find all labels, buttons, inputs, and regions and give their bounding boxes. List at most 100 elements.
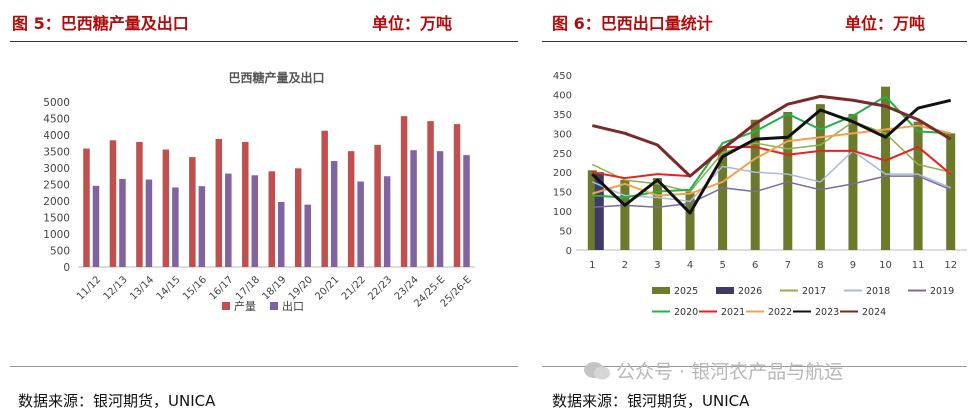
right-unit-label: 单位：万吨: [845, 14, 926, 33]
legend-swatch-2026: [716, 287, 734, 294]
x-tick-label: 2: [622, 260, 628, 271]
y-tick-label: 4500: [43, 114, 70, 126]
x-tick-label: 5: [719, 260, 725, 271]
y-tick-label: 50: [559, 227, 572, 238]
bar-出口-24/25-E: [436, 151, 444, 267]
bar-2025-m8: [815, 104, 825, 250]
legend-label: 出口: [282, 299, 304, 313]
x-tick-label: 6: [752, 260, 758, 271]
bar-出口-22/23: [383, 176, 391, 267]
bar-2025-m9: [848, 113, 858, 250]
bar-出口-14/15: [172, 187, 179, 267]
legend-label: 2023: [815, 307, 839, 318]
x-tick-label: 13/14: [128, 274, 156, 302]
x-tick-label: 20/21: [313, 274, 341, 302]
y-tick-label: 0: [63, 262, 70, 274]
bar-出口-21/22: [357, 181, 364, 267]
y-tick-label: 0: [566, 246, 572, 257]
chart-title: 巴西糖产量及出口: [228, 70, 324, 85]
x-tick-label: 11/12: [75, 274, 103, 302]
legend-swatch-产量: [222, 302, 230, 310]
y-tick-label: 450: [553, 71, 572, 82]
bar-2025-m11: [913, 121, 923, 250]
bar-产量-14/15: [162, 149, 170, 267]
bar-出口-11/12: [92, 185, 100, 267]
y-tick-label: 500: [50, 246, 70, 258]
legend-label: 2017: [802, 286, 826, 297]
bar-2025-m7: [783, 111, 793, 250]
legend-label: 2026: [738, 286, 762, 297]
bar-出口-16/17: [225, 173, 232, 267]
bar-出口-12/13: [119, 178, 126, 267]
bar-2025-m12: [946, 133, 956, 250]
y-tick-label: 5000: [43, 97, 70, 109]
bar-产量-13/14: [136, 141, 143, 267]
y-tick-label: 100: [553, 207, 572, 218]
y-tick-label: 1000: [43, 229, 70, 241]
right-figure-title: 图 6：巴西出口量统计: [552, 14, 713, 33]
series-line-2019: [592, 175, 951, 208]
right-header-rule: [542, 41, 967, 42]
bar-出口-13/14: [145, 179, 153, 267]
bar-产量-18/19: [268, 171, 275, 267]
legend-swatch-出口: [270, 302, 278, 310]
bar-产量-20/21: [321, 130, 328, 267]
bar-产量-24/25-E: [427, 121, 434, 267]
x-tick-label: 10: [879, 260, 892, 271]
y-tick-label: 250: [553, 149, 572, 160]
legend-swatch-2025: [652, 287, 670, 294]
bar-出口-25/26-E: [463, 155, 470, 267]
x-tick-label: 19/20: [287, 274, 315, 302]
left-production-export-chart: 巴西糖产量及出口 0 500 1000 1500 2000 2500 3000 3500 4000…: [43, 70, 475, 313]
bar-出口-23/24: [410, 150, 417, 267]
bar-产量-23/24: [400, 116, 408, 267]
x-tick-label: 4: [687, 260, 693, 271]
legend-label: 2021: [721, 307, 745, 318]
bar-产量-16/17: [215, 138, 223, 267]
watermark-text: 公众号 · 银河农产品与航运: [616, 361, 844, 383]
x-tick-label: 22/23: [366, 274, 394, 302]
series-line-2018: [592, 150, 951, 203]
bar-产量-25/26-E: [453, 124, 461, 267]
legend-label: 2020: [674, 307, 698, 318]
wechat-icon: [584, 362, 610, 380]
x-tick-label: 18/19: [260, 274, 288, 302]
x-tick-label: 14/15: [155, 274, 183, 302]
x-tick-label: 9: [850, 260, 856, 271]
right-figure-panel: 图 6：巴西出口量统计 单位：万吨 0 50 100 150 200 250 300 350 4…: [540, 0, 973, 412]
legend-label: 产量: [234, 299, 256, 313]
bar-2026-m1: [594, 172, 604, 250]
left-unit-label: 单位：万吨: [372, 14, 453, 33]
bar-出口-17/18: [251, 175, 259, 267]
series-line-2023: [591, 98, 952, 215]
bar-2025-m6: [750, 119, 760, 250]
left-figure-panel: 图 5：巴西糖产量及出口 单位：万吨 巴西糖产量及出口 0 500 1000 1500 2…: [10, 14, 518, 410]
x-tick-label: 8: [817, 260, 823, 271]
y-tick-label: 4000: [43, 130, 70, 142]
series-line-2024: [591, 94, 952, 178]
bar-2025-m2: [620, 180, 630, 250]
legend-label: 2024: [862, 307, 886, 318]
legend-label: 2025: [674, 286, 698, 297]
bar-产量-19/20: [294, 168, 302, 267]
left-header-rule: [10, 41, 518, 42]
x-tick-label: 15/16: [181, 274, 209, 302]
bar-产量-11/12: [83, 148, 90, 267]
y-tick-label: 2000: [43, 196, 70, 208]
legend-label: 2018: [866, 286, 890, 297]
x-tick-label: 21/22: [340, 274, 368, 302]
bar-产量-21/22: [347, 151, 355, 267]
series-line-2022: [592, 124, 951, 197]
bar-2025-m1: [587, 170, 597, 250]
bar-2025-m3: [652, 178, 662, 250]
bar-产量-12/13: [109, 140, 117, 267]
right-source-note: 数据来源：银河期货，UNICA: [552, 392, 750, 410]
bar-2025-m4: [685, 191, 695, 250]
y-tick-label: 1500: [43, 213, 70, 225]
x-tick-label: 7: [785, 260, 791, 271]
left-footer-rule: [10, 366, 518, 367]
x-tick-label: 1: [589, 260, 595, 271]
legend-label: 2022: [768, 307, 792, 318]
legend-label: 2019: [930, 286, 954, 297]
